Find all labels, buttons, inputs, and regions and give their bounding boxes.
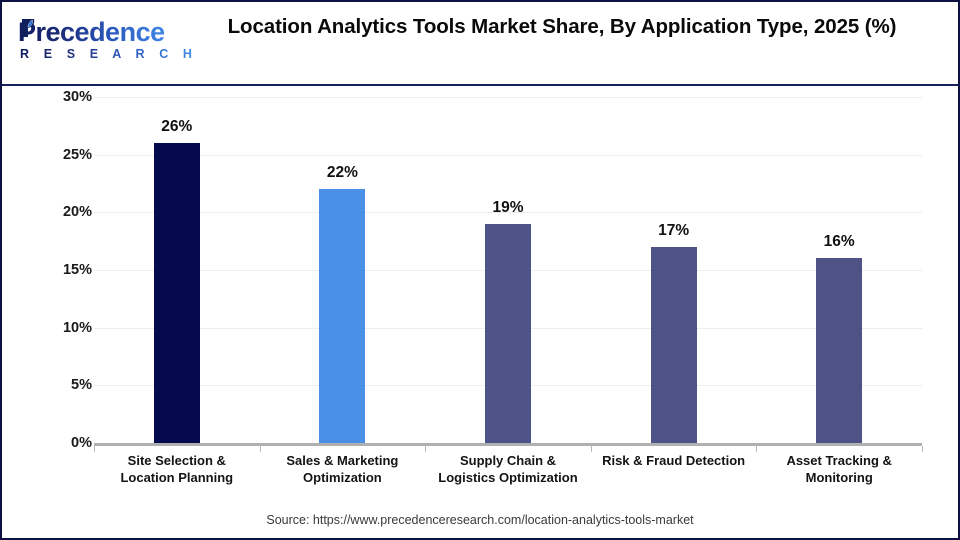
x-axis-label-line: Logistics Optimization (438, 470, 578, 485)
page-title: Location Analytics Tools Market Share, B… (227, 15, 897, 38)
x-axis-label-line: Monitoring (805, 470, 873, 485)
bar-value-label: 17% (658, 221, 690, 239)
bar[interactable] (153, 143, 200, 443)
x-axis-label-line: Optimization (303, 470, 382, 485)
x-axis-label-line: Site Selection & (127, 453, 226, 468)
y-axis-tick-label: 15% (62, 262, 92, 278)
bar-value-label: 16% (823, 233, 855, 251)
x-axis-tick (259, 446, 261, 452)
x-axis-category-label: Supply Chain & Logistics Optimization (425, 452, 591, 486)
plot-area: 0% 5% 10% 15% 20% 25% 30% 26% 22% 19% 17% 16% (2, 88, 958, 456)
logo-wordmark: Precedence (18, 17, 165, 47)
x-axis-tick (425, 446, 427, 452)
bar[interactable] (319, 189, 366, 443)
bar[interactable] (650, 246, 697, 443)
source-caption: Source: https://www.precedenceresearch.c… (266, 513, 694, 527)
bar[interactable] (816, 258, 863, 443)
gridline (94, 212, 922, 214)
x-axis-label-line: Sales & Marketing (286, 453, 399, 468)
x-axis-label-line: Asset Tracking & (786, 453, 892, 468)
gridline (94, 154, 922, 156)
x-axis-tick (922, 446, 923, 452)
x-axis-category-label: Asset Tracking & Monitoring (756, 452, 922, 486)
y-axis-tick-label: 10% (62, 319, 92, 336)
x-axis-label-line: Risk & Fraud Detection (602, 453, 746, 468)
bar[interactable] (485, 223, 531, 443)
x-axis-labels-group: Site Selection & Location Planning Sales &… (2, 452, 958, 500)
logo-subtitle: R E S E A R C H (20, 47, 198, 61)
bar-value-label: 26% (161, 118, 193, 136)
chart-header: Precedence R E S E A R C H Location Anal… (2, 2, 958, 86)
leaf-p-icon (22, 19, 35, 37)
x-axis-category-label: Site Selection & Location Planning (94, 452, 260, 486)
y-axis-tick-label: 30% (62, 89, 92, 105)
y-axis-tick-label: 5% (71, 377, 92, 394)
y-axis-tick-label: 0% (71, 435, 92, 451)
x-axis-category-label: Risk & Fraud Detection (591, 452, 757, 469)
bar-value-label: 22% (326, 164, 358, 182)
precedence-research-logo: Precedence R E S E A R C H (16, 16, 192, 68)
y-axis-tick-label: 25% (62, 146, 92, 163)
x-axis-tick (94, 446, 95, 452)
x-axis-line (94, 443, 922, 446)
x-axis-label-line: Location Planning (120, 470, 234, 485)
x-axis-tick (590, 446, 592, 452)
x-axis-label-line: Supply Chain & (459, 453, 557, 468)
y-axis-tick-label: 20% (62, 204, 92, 221)
x-axis-category-label: Sales & Marketing Optimization (260, 452, 426, 486)
x-axis-tick (756, 446, 758, 452)
bar-value-label: 19% (492, 198, 524, 216)
gridline (94, 97, 922, 98)
